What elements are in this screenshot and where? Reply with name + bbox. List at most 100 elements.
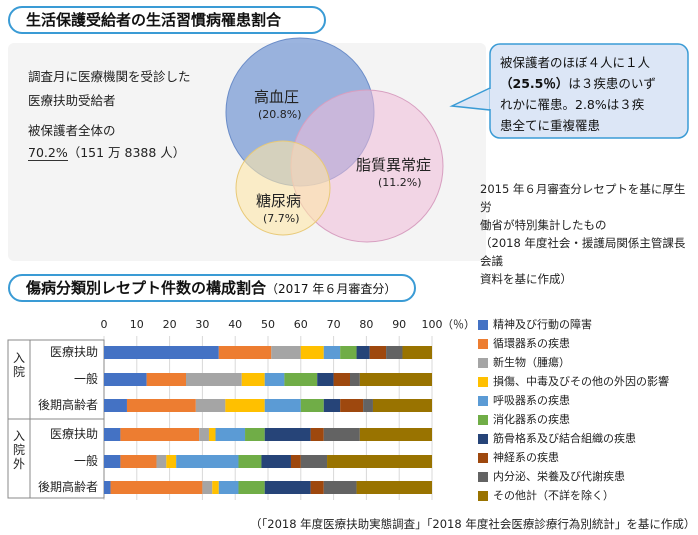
callout-text: 被保護者のほぼ４人に１人 （25.5％）は３疾患のいず れかに罹患。2.8%は３… (500, 52, 684, 136)
legend-label: 消化器系の疾患 (493, 413, 570, 426)
category-label: 医療扶助 (50, 344, 98, 359)
bar-segment (350, 373, 360, 386)
bar-segment (110, 481, 203, 494)
category-label: 後期高齢者 (38, 397, 98, 412)
bar-segment (245, 428, 265, 441)
venn-intro-line4: 70.2%（151 万 8388 人） (28, 142, 185, 161)
bar-segment (327, 455, 432, 468)
legend-swatch (478, 472, 488, 482)
bar-segment (356, 481, 432, 494)
bar-segment (104, 373, 147, 386)
bar-segment (264, 481, 311, 494)
bar-segment (212, 481, 219, 494)
bar-segment (323, 346, 341, 359)
x-tick-label: 100 (422, 318, 443, 331)
callout-highlight: （25.5％） (500, 76, 569, 91)
bar-segment (386, 346, 403, 359)
bar-segment (166, 455, 177, 468)
bar-segment (264, 373, 285, 386)
legend-label: 内分泌、栄養及び代謝疾患 (493, 470, 625, 483)
category-label: 一般 (74, 371, 98, 386)
venn-intro-line2: 医療扶助受給者 (28, 93, 116, 108)
x-tick-label: 40 (228, 318, 242, 331)
bar-segment (104, 346, 219, 359)
bar-segment (195, 399, 226, 412)
bar-segment (241, 373, 265, 386)
section2-title-sub: （2017 年６月審査分） (266, 282, 397, 296)
legend-swatch (478, 358, 488, 368)
bar-segment (340, 399, 364, 412)
category-label: 一般 (74, 453, 98, 468)
bar-segment (146, 373, 186, 386)
legend-swatch (478, 320, 488, 330)
callout-line4: 患全てに重複罹患 (500, 118, 601, 133)
bar-segment (323, 481, 357, 494)
legend-label: 精神及び行動の障害 (493, 318, 592, 331)
x-tick-label: 0 (101, 318, 108, 331)
legend-swatch (478, 415, 488, 425)
bar-segment (402, 346, 432, 359)
bar-segment (264, 399, 301, 412)
coverage-count: （151 万 8388 人） (67, 145, 186, 160)
bar-segment (356, 346, 370, 359)
venn-source-line1: 2015 年６月審査分レセプトを基に厚生労 (480, 182, 686, 214)
venn-intro-line1: 調査月に医療機関を受診した (28, 69, 191, 84)
dyslipidemia-value: (11.2%) (378, 176, 422, 189)
venn-source-line2: 働省が特別集計したもの (480, 218, 607, 232)
bar-segment (208, 428, 216, 441)
bar-segment (271, 346, 301, 359)
bar-segment (310, 481, 324, 494)
group-label: 院 (13, 443, 25, 457)
bar-segment (120, 428, 200, 441)
group-label: 入 (13, 351, 25, 365)
bar-segment (359, 428, 432, 441)
bar-segment (340, 346, 357, 359)
x-tick-label: 50 (261, 318, 275, 331)
bar-segment (156, 455, 167, 468)
x-tick-label: 20 (163, 318, 177, 331)
x-tick-label: 80 (359, 318, 373, 331)
bar-segment (215, 428, 246, 441)
bar-segment (359, 373, 432, 386)
bar-segment (284, 373, 318, 386)
bar-segment (218, 346, 272, 359)
callout-line2-rest: は３疾患のいず (568, 76, 656, 91)
legend-swatch (478, 434, 488, 444)
bar-segment (310, 428, 324, 441)
venn-intro-line3: 被保護者全体の (28, 123, 116, 138)
bar-segment (104, 399, 127, 412)
bar-segment (238, 481, 265, 494)
bar-segment (218, 481, 239, 494)
bar-segment (202, 481, 213, 494)
section2-title-main: 傷病分類別レセプト件数の構成割合 (26, 279, 267, 297)
legend-swatch (478, 377, 488, 387)
bar-segment (300, 455, 328, 468)
coverage-rate: 70.2% (28, 145, 68, 161)
legend-swatch (478, 396, 488, 406)
bar-segment (120, 455, 157, 468)
bar-segment (323, 428, 360, 441)
bar-segment (300, 399, 324, 412)
dyslipidemia-label: 脂質異常症 (356, 156, 432, 174)
group-label: 入 (13, 429, 25, 443)
chart-source-note: （「2018 年度医療扶助実態調査」「2018 年度社会医療診療行為別統計」を基… (250, 517, 696, 531)
x-axis-unit: （％） (442, 318, 475, 331)
bar-segment (104, 481, 111, 494)
bar-segment (126, 399, 196, 412)
venn-source-line4: 資料を基に作成） (480, 272, 572, 286)
section1-title: 生活保護受給者の生活習慣病罹患割合 (8, 6, 326, 34)
legend-label: 呼吸器系の疾患 (493, 394, 570, 407)
bar-segment (225, 399, 265, 412)
bar-segment (317, 373, 334, 386)
legend-swatch (478, 491, 488, 501)
section2-title: 傷病分類別レセプト件数の構成割合（2017 年６月審査分） (8, 274, 416, 302)
bar-segment (186, 373, 242, 386)
group-label: 院 (13, 365, 25, 379)
bar-segment (300, 346, 324, 359)
x-tick-label: 10 (130, 318, 144, 331)
hypertension-label: 高血圧 (254, 88, 300, 106)
bar-segment (104, 428, 121, 441)
callout-line1: 被保護者のほぼ４人に１人 (500, 55, 651, 70)
legend-label: 神経系の疾患 (493, 451, 559, 464)
